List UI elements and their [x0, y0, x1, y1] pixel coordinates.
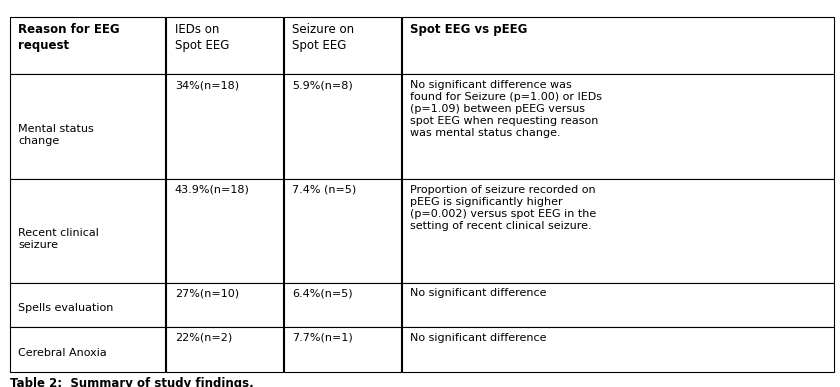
Text: IEDs on
Spot EEG: IEDs on Spot EEG — [175, 23, 229, 52]
Text: Spot EEG vs pEEG: Spot EEG vs pEEG — [410, 23, 528, 36]
Text: Cerebral Anoxia: Cerebral Anoxia — [18, 348, 108, 358]
Bar — [10, 327, 165, 372]
Bar — [284, 179, 401, 283]
Text: 43.9%(n=18): 43.9%(n=18) — [175, 185, 249, 195]
Text: 22%(n=2): 22%(n=2) — [175, 333, 232, 343]
Text: 5.9%(n=8): 5.9%(n=8) — [292, 80, 353, 90]
Text: Proportion of seizure recorded on
pEEG is significantly higher
(p=0.002) versus : Proportion of seizure recorded on pEEG i… — [410, 185, 596, 231]
Text: Mental status
change: Mental status change — [18, 124, 94, 146]
Bar — [10, 283, 165, 327]
Bar — [284, 283, 401, 327]
Text: No significant difference was
found for Seizure (p=1.00) or IEDs
(p=1.09) betwee: No significant difference was found for … — [410, 80, 602, 138]
Text: 7.4% (n=5): 7.4% (n=5) — [292, 185, 356, 195]
Bar — [166, 17, 283, 74]
Bar — [10, 179, 165, 283]
Text: Reason for EEG
request: Reason for EEG request — [18, 23, 120, 52]
Bar — [166, 327, 283, 372]
Text: Table 2:  Summary of study findings.: Table 2: Summary of study findings. — [10, 377, 254, 387]
Bar — [284, 327, 401, 372]
Bar — [166, 74, 283, 179]
Bar — [10, 74, 165, 179]
Text: Seizure on
Spot EEG: Seizure on Spot EEG — [292, 23, 354, 52]
Bar — [402, 327, 834, 372]
Bar — [402, 74, 834, 179]
Bar — [166, 283, 283, 327]
Bar — [284, 17, 401, 74]
Bar — [284, 74, 401, 179]
Text: 27%(n=10): 27%(n=10) — [175, 288, 239, 298]
Text: 6.4%(n=5): 6.4%(n=5) — [292, 288, 353, 298]
Bar — [402, 179, 834, 283]
Text: 34%(n=18): 34%(n=18) — [175, 80, 239, 90]
Bar — [402, 17, 834, 74]
Text: Recent clinical
seizure: Recent clinical seizure — [18, 228, 99, 250]
Text: 7.7%(n=1): 7.7%(n=1) — [292, 333, 353, 343]
Bar — [10, 17, 165, 74]
Text: Spells evaluation: Spells evaluation — [18, 303, 114, 313]
Bar — [166, 179, 283, 283]
Text: No significant difference: No significant difference — [410, 333, 547, 343]
Text: No significant difference: No significant difference — [410, 288, 547, 298]
Bar — [402, 283, 834, 327]
